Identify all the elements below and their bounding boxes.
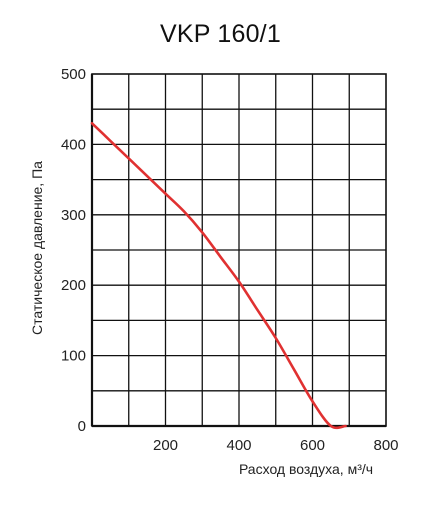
chart-title: VKP 160/1: [160, 20, 281, 48]
x-axis-label: Расход воздуха, м³/ч: [239, 461, 373, 477]
series-line: [90, 121, 347, 430]
y-axis-label: Статическое давление, Па: [29, 161, 45, 335]
x-tick-label: 200: [153, 437, 178, 454]
y-tick-label: 200: [61, 277, 86, 294]
x-tick-label: 800: [373, 437, 398, 454]
y-tick-label: 400: [61, 136, 86, 153]
y-tick-label: 500: [61, 66, 86, 83]
x-tick-label: 600: [300, 437, 325, 454]
y-tick-label: 0: [78, 418, 86, 435]
y-tick-label: 300: [61, 207, 86, 224]
x-tick-label: 400: [226, 437, 251, 454]
y-tick-label: 100: [61, 348, 86, 365]
